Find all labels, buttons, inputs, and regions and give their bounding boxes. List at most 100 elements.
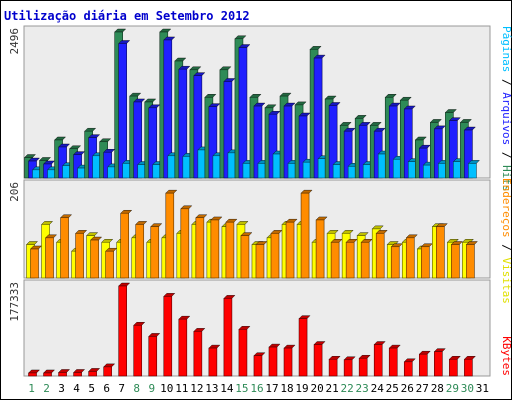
bar-face — [135, 224, 145, 279]
bar-face — [388, 347, 398, 377]
bar-endereos-day-11 — [180, 205, 193, 279]
bar-pginas-day-30 — [467, 160, 480, 179]
bar-kbytes-day-8 — [133, 322, 146, 377]
bar-kbytes-day-16 — [253, 352, 266, 377]
bar-face — [45, 237, 54, 279]
bar-kbytes-day-7 — [118, 282, 131, 377]
bar-kbytes-day-2 — [43, 369, 56, 377]
day-label-18: 18 — [280, 382, 293, 395]
day-label-21: 21 — [325, 382, 338, 395]
bar-face — [210, 219, 220, 279]
panel-traffic-legend: Páginas / Arquivos / Hits — [500, 26, 512, 192]
bar-face — [403, 361, 413, 377]
bar-face — [315, 219, 325, 279]
bar-kbytes-day-24 — [373, 341, 386, 377]
day-label-11: 11 — [175, 382, 188, 395]
bar-face — [270, 233, 280, 279]
day-label-31: 31 — [476, 382, 489, 395]
bar-endereos-day-15 — [240, 232, 253, 279]
bar-face — [330, 241, 340, 279]
bar-endereos-day-16 — [255, 241, 268, 279]
bar-face — [418, 353, 428, 377]
bar-face — [120, 212, 129, 279]
bar-face — [255, 244, 265, 279]
bar-face — [88, 371, 97, 377]
bar-face — [223, 298, 233, 377]
day-label-13: 13 — [205, 382, 218, 395]
bar-kbytes-day-23 — [358, 355, 371, 377]
bar-face — [163, 296, 173, 377]
bar-face — [43, 372, 52, 377]
bar-endereos-day-5 — [90, 236, 103, 279]
day-label-6: 6 — [103, 382, 110, 395]
bar-kbytes-day-19 — [298, 315, 311, 377]
bar-face — [240, 235, 250, 279]
bar-endereos-day-19 — [300, 189, 313, 279]
bar-endereos-day-4 — [75, 230, 88, 279]
day-label-7: 7 — [118, 382, 125, 395]
day-label-16: 16 — [250, 382, 263, 395]
bar-kbytes-day-1 — [28, 369, 40, 377]
bar-face — [118, 43, 127, 179]
bar-face — [238, 329, 248, 377]
bar-face — [118, 285, 127, 377]
day-label-14: 14 — [220, 382, 234, 395]
bar-face — [75, 233, 84, 279]
bar-kbytes-day-25 — [388, 344, 401, 377]
bar-kbytes-day-22 — [343, 356, 356, 377]
day-label-22: 22 — [341, 382, 354, 395]
bar-endereos-day-23 — [360, 239, 373, 279]
legend-item-hits: Hits — [500, 165, 512, 192]
bar-face — [449, 358, 458, 377]
bar-face — [466, 244, 475, 279]
bar-kbytes-day-10 — [163, 293, 176, 377]
panel-traffic-max-label: 2496 — [8, 28, 21, 55]
bar-face — [373, 344, 383, 377]
bar-endereos-day-10 — [165, 189, 178, 279]
bar-face — [28, 372, 37, 377]
bar-endereos-day-14 — [225, 218, 238, 279]
bar-face — [30, 248, 39, 279]
day-label-24: 24 — [371, 382, 385, 395]
bar-endereos-day-6 — [105, 248, 118, 279]
bar-endereos-day-7 — [120, 210, 133, 279]
bar-face — [150, 226, 160, 279]
bar-face — [375, 233, 385, 279]
bar-kbytes-day-3 — [58, 369, 71, 377]
bar-face — [360, 241, 370, 279]
bar-face — [225, 221, 235, 279]
day-label-26: 26 — [401, 382, 414, 395]
bar-endereos-day-21 — [330, 239, 343, 279]
bar-face — [436, 226, 445, 279]
legend-separator: / — [500, 145, 512, 165]
bar-face — [73, 372, 82, 377]
bar-kbytes-day-14 — [223, 295, 236, 377]
bar-face — [298, 318, 308, 377]
bar-kbytes-day-21 — [328, 356, 341, 377]
day-label-28: 28 — [431, 382, 444, 395]
bar-endereos-day-20 — [315, 216, 328, 279]
legend-item-endereos: Endereços — [500, 178, 512, 238]
day-label-27: 27 — [416, 382, 429, 395]
bar-face — [195, 217, 205, 279]
day-label-15: 15 — [235, 382, 248, 395]
bar-face — [468, 163, 477, 179]
bar-face — [148, 336, 158, 377]
bar-face — [343, 359, 353, 377]
legend-item-kbytes: KBytes — [500, 336, 512, 376]
bar-endereos-day-13 — [210, 216, 223, 279]
day-label-30: 30 — [461, 382, 474, 395]
day-label-3: 3 — [58, 382, 65, 395]
bar-face — [103, 366, 112, 377]
bar-kbytes-day-17 — [268, 343, 281, 377]
bar-face — [90, 239, 99, 279]
day-label-12: 12 — [190, 382, 203, 395]
bar-face — [253, 355, 263, 377]
day-label-5: 5 — [88, 382, 95, 395]
bar-endereos-day-3 — [60, 214, 73, 279]
bar-endereos-day-12 — [195, 214, 208, 279]
panel-bytes-legend: KBytes — [500, 336, 512, 376]
day-label-23: 23 — [356, 382, 369, 395]
bar-face — [358, 357, 368, 377]
day-label-17: 17 — [265, 382, 278, 395]
